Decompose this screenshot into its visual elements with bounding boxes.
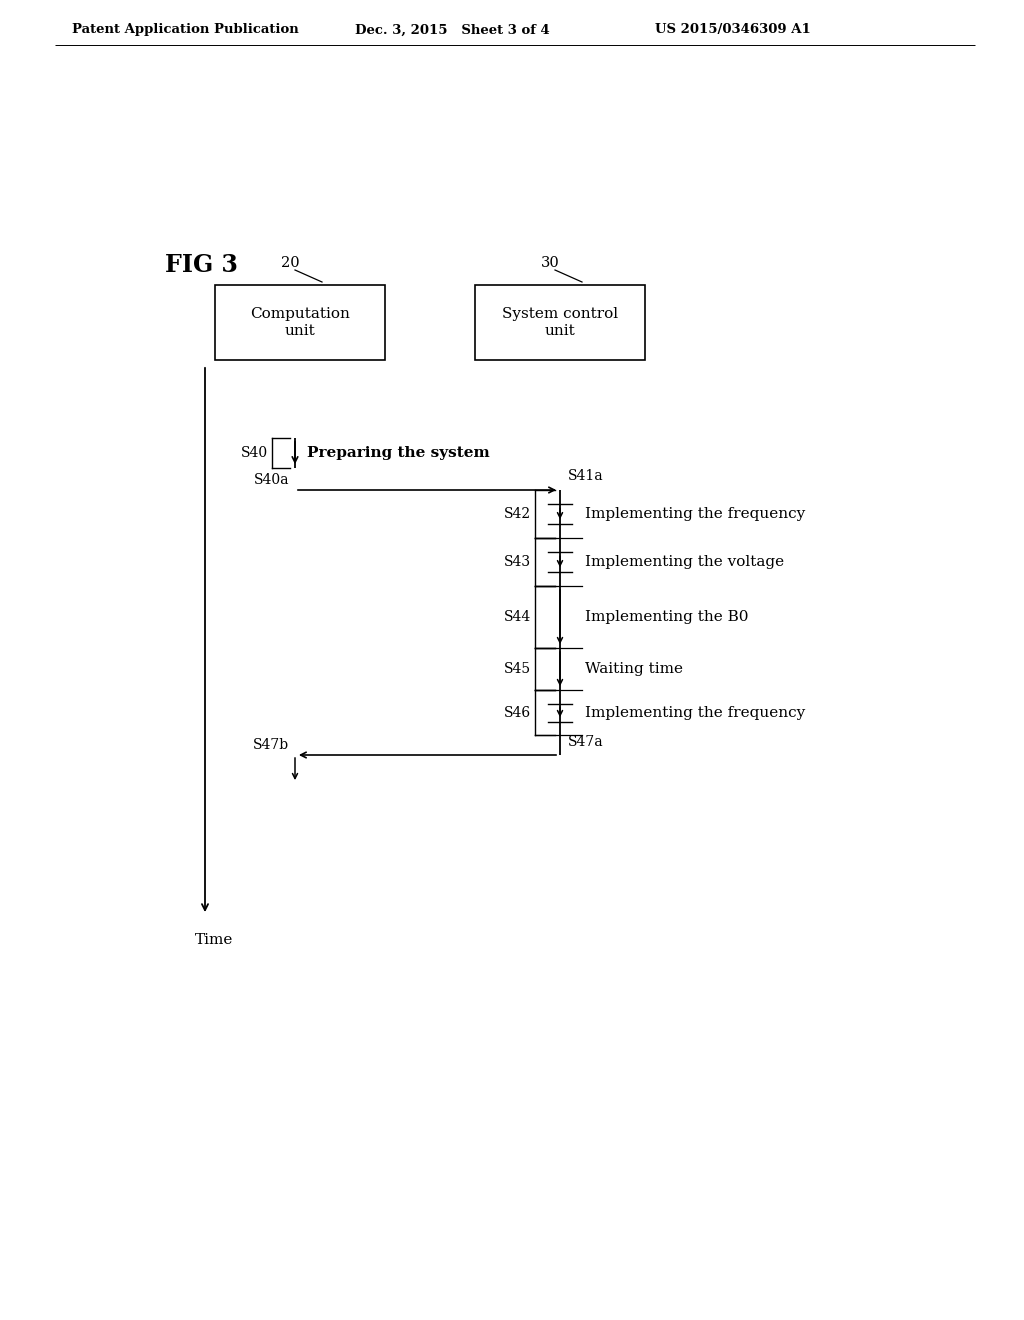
Text: S46: S46 [504,705,531,719]
Text: Waiting time: Waiting time [585,663,683,676]
Text: 30: 30 [541,256,559,271]
Text: US 2015/0346309 A1: US 2015/0346309 A1 [655,24,811,37]
Text: S42: S42 [504,507,531,521]
Text: S40a: S40a [254,473,289,487]
Text: Implementing the voltage: Implementing the voltage [585,554,784,569]
Text: S45: S45 [504,663,531,676]
Text: S41a: S41a [568,469,603,483]
Text: System control
unit: System control unit [502,308,618,338]
Text: 20: 20 [281,256,299,271]
Text: S47a: S47a [568,735,603,748]
Text: S43: S43 [504,554,531,569]
Text: S44: S44 [504,610,531,624]
Text: S47b: S47b [253,738,289,752]
Bar [475,285,645,360]
Text: Patent Application Publication: Patent Application Publication [72,24,299,37]
Text: Time: Time [195,933,233,946]
Text: Implementing the frequency: Implementing the frequency [585,705,805,719]
Bar [215,285,385,360]
Text: S40: S40 [241,446,268,459]
Text: Preparing the system: Preparing the system [307,446,489,459]
Text: Dec. 3, 2015   Sheet 3 of 4: Dec. 3, 2015 Sheet 3 of 4 [355,24,550,37]
Text: Implementing the frequency: Implementing the frequency [585,507,805,521]
Text: Computation
unit: Computation unit [250,308,350,338]
Text: FIG 3: FIG 3 [165,253,238,277]
Text: Implementing the B0: Implementing the B0 [585,610,749,624]
